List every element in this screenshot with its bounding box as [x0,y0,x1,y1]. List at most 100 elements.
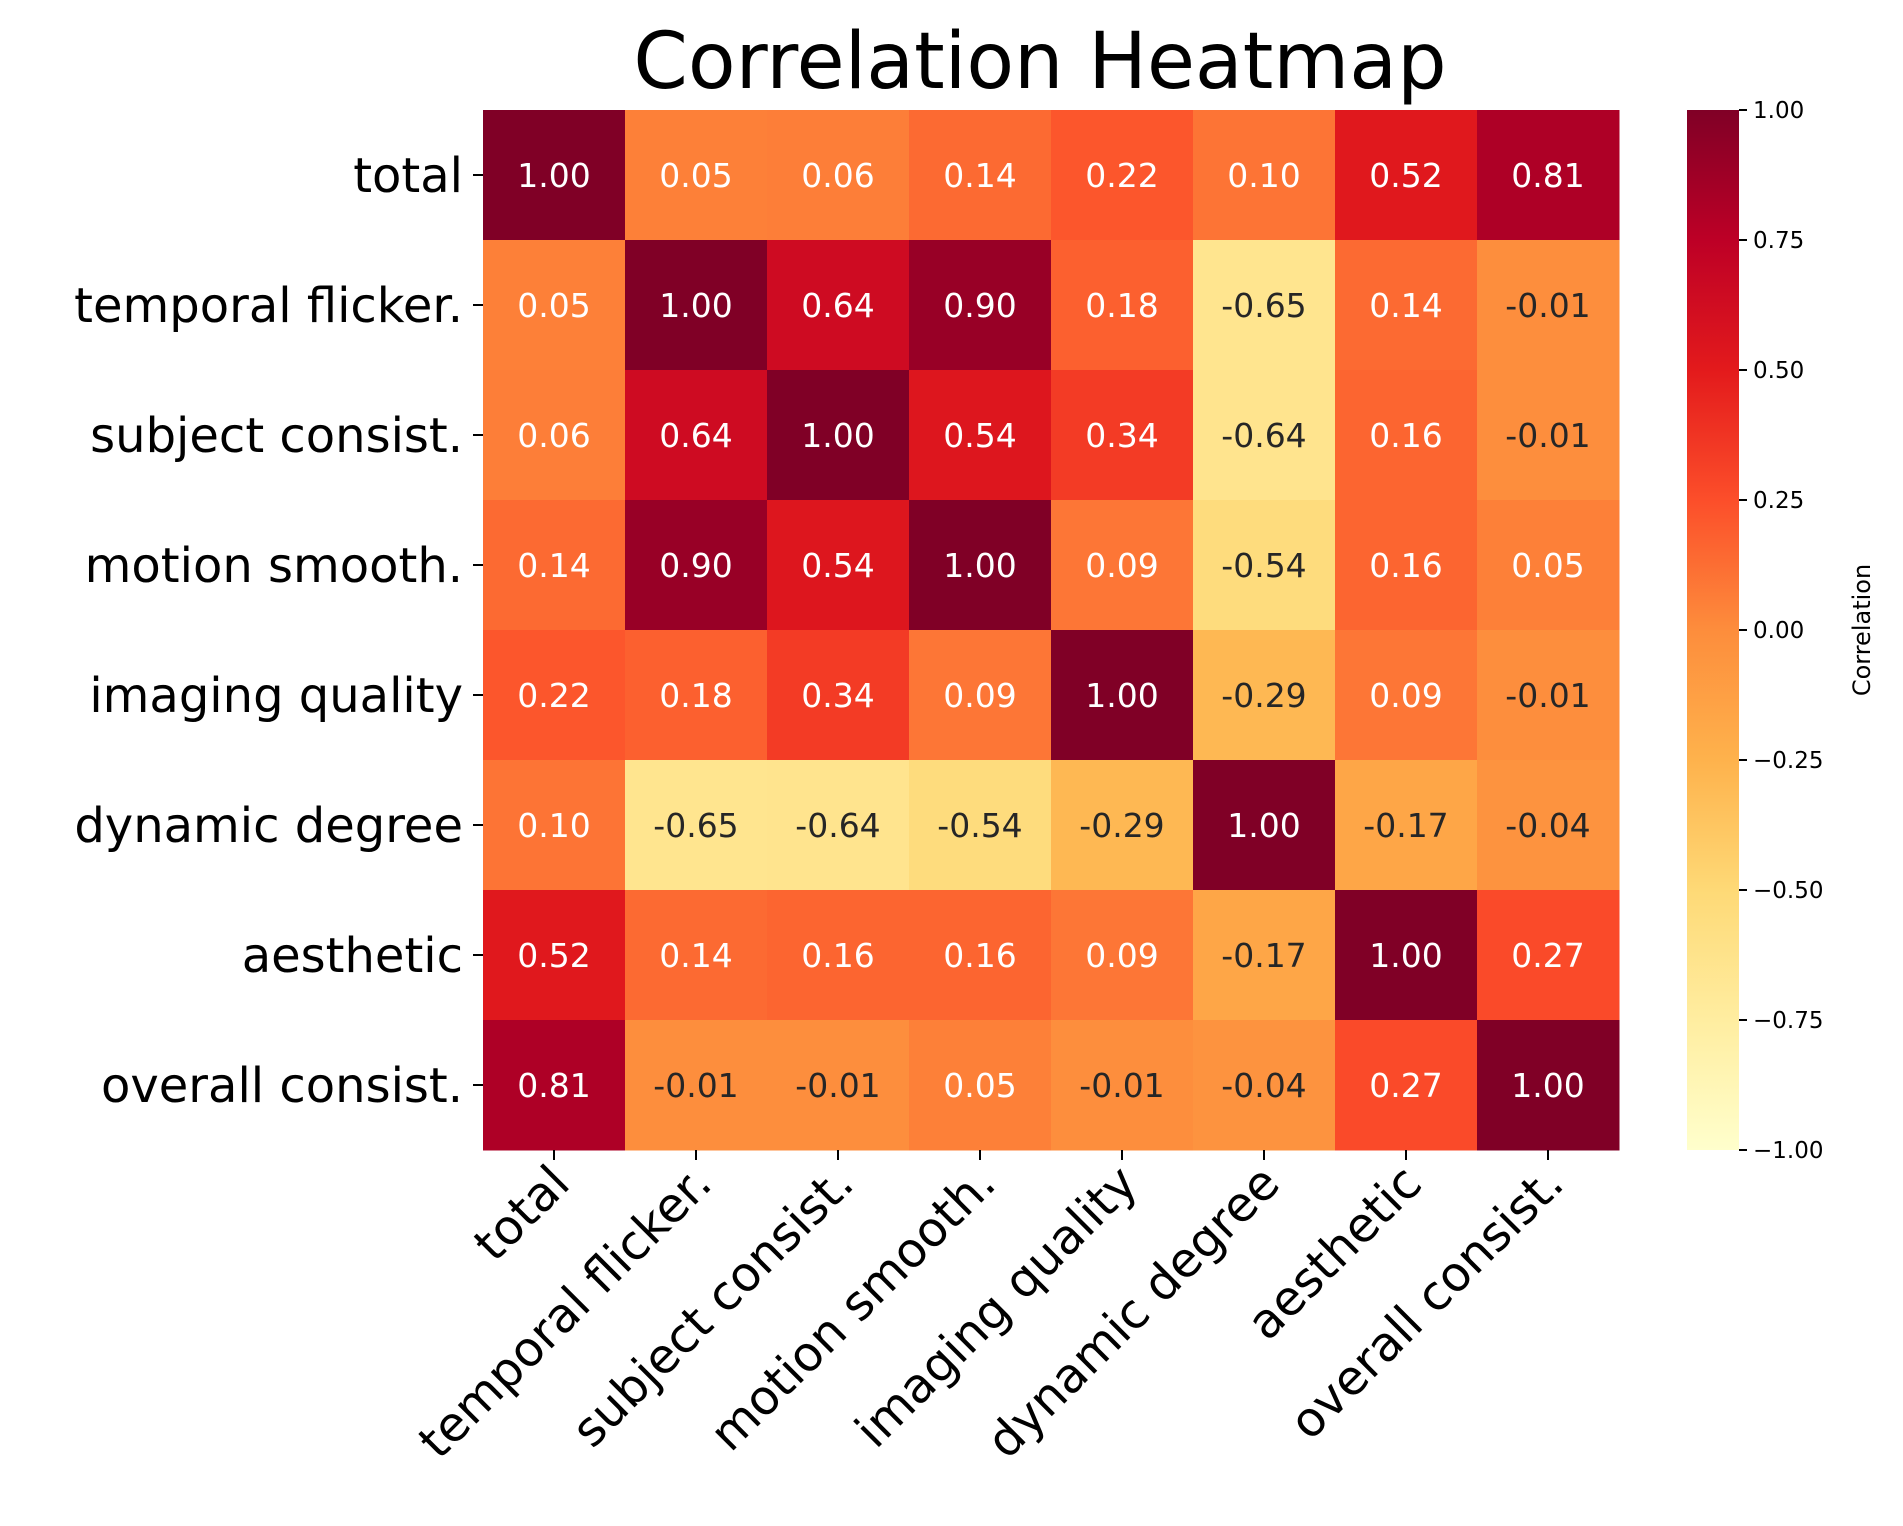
cell-value-label: -0.29 [1221,676,1306,715]
heatmap-cell [1477,110,1620,241]
heatmap-cell [1193,890,1336,1021]
heatmap-cell [1477,890,1620,1021]
heatmap-cell [1051,760,1194,891]
heatmap-cell [1193,630,1336,761]
cell-value-label: -0.01 [1505,286,1590,325]
cell-value-label: -0.64 [1221,416,1306,455]
heatmap-cell [1477,500,1620,631]
cell-value-label: -0.65 [1221,286,1306,325]
heatmap-cell [767,500,910,631]
colorbar-tick-label: −1.00 [1753,1138,1823,1164]
colorbar-label: Correlation [1848,564,1876,696]
cell-value-label: -0.29 [1079,806,1164,845]
cell-value-label: 0.18 [659,676,732,715]
heatmap-cell [909,1020,1052,1151]
heatmap-cell [1051,500,1194,631]
heatmap-cell [1193,500,1336,631]
heatmap-cell [909,370,1052,501]
cell-value-label: -0.01 [1079,1066,1164,1105]
colorbar-gradient [1687,110,1739,1150]
cell-value-label: 0.16 [1369,416,1442,455]
heatmap-cell [1193,110,1336,241]
cell-value-label: 0.64 [659,416,732,455]
cell-value-label: 0.52 [1369,156,1442,195]
heatmap-cell [1193,760,1336,891]
row-label: total [353,148,463,204]
cell-value-label: 0.14 [1369,286,1442,325]
colorbar-tick-label: 0.75 [1753,228,1804,254]
heatmap-cell [625,240,768,371]
heatmap-cell [909,110,1052,241]
cell-value-label: 0.90 [943,286,1016,325]
cell-value-label: -0.17 [1363,806,1448,845]
heatmap-cell [909,760,1052,891]
colorbar-tick-label: −0.50 [1753,878,1823,904]
heatmap-cell [1335,1020,1478,1151]
heatmap-cell [625,500,768,631]
heatmap-cell [625,890,768,1021]
cell-value-label: -0.04 [1221,1066,1306,1105]
cell-value-label: 0.34 [801,676,874,715]
cell-value-label: -0.01 [653,1066,738,1105]
cell-value-label: 0.09 [1085,546,1158,585]
heatmap-cell [1335,370,1478,501]
cell-value-label: 1.00 [1511,1066,1584,1105]
row-label: dynamic degree [74,798,463,854]
cell-value-label: 0.27 [1511,936,1584,975]
heatmap-cell [625,630,768,761]
heatmap-cell [625,370,768,501]
heatmap-cells [483,110,1620,1151]
heatmap-cell [483,240,626,371]
cell-value-label: 0.09 [943,676,1016,715]
cell-value-label: -0.01 [1505,416,1590,455]
heatmap-cell [1477,760,1620,891]
heatmap-cell [767,370,910,501]
cell-value-label: 0.16 [943,936,1016,975]
cell-value-label: -0.64 [795,806,880,845]
cell-value-label: 0.22 [517,676,590,715]
heatmap-cell [1193,370,1336,501]
cell-value-label: 1.00 [517,156,590,195]
row-label: temporal flicker. [74,278,463,334]
cell-value-label: 0.90 [659,546,732,585]
cell-value-label: 0.09 [1369,676,1442,715]
heatmap-cell [483,370,626,501]
cell-value-label: 0.05 [517,286,590,325]
row-label: motion smooth. [85,538,463,594]
row-label: imaging quality [89,668,463,724]
heatmap-cell [1193,240,1336,371]
heatmap-cell [483,630,626,761]
heatmap-cell [1051,890,1194,1021]
heatmap-cell [767,890,910,1021]
cell-value-label: 1.00 [801,416,874,455]
cell-value-label: 0.14 [517,546,590,585]
heatmap-cell [1477,1020,1620,1151]
cell-value-label: -0.65 [653,806,738,845]
heatmap-cell [909,630,1052,761]
cell-value-label: 1.00 [1085,676,1158,715]
heatmap-cell [1335,890,1478,1021]
cell-value-label: 0.10 [1227,156,1300,195]
heatmap-cell [483,110,626,241]
heatmap-cell [483,1020,626,1151]
colorbar-tick-label: 1.00 [1753,98,1804,124]
heatmap-cell [767,240,910,371]
cell-value-label: 0.18 [1085,286,1158,325]
cell-value-label: -0.54 [937,806,1022,845]
chart-title: Correlation Heatmap [633,17,1446,107]
cell-value-label: 1.00 [1227,806,1300,845]
cell-value-label: -0.01 [1505,676,1590,715]
cell-value-label: 0.06 [517,416,590,455]
cell-value-label: 0.54 [801,546,874,585]
heatmap-cell [1335,630,1478,761]
colorbar: 1.00 0.75 0.50 0.25 0.00 −0.25 −0.50 −0.75 −1.00 [1687,98,1823,1164]
cell-value-label: 0.05 [943,1066,1016,1105]
row-label: subject consist. [90,408,463,464]
cell-value-label: 0.54 [943,416,1016,455]
heatmap-cell [1335,110,1478,241]
heatmap-cell [767,760,910,891]
heatmap-cell [1335,240,1478,371]
